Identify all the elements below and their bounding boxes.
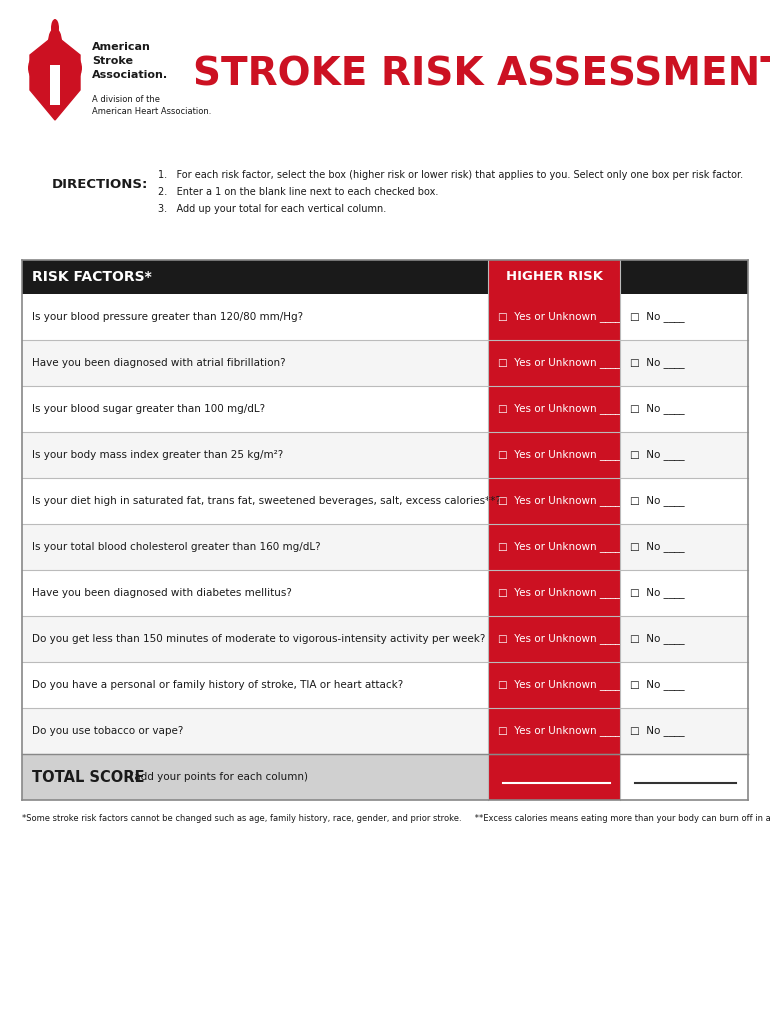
Text: Is your body mass index greater than 25 kg/m²?: Is your body mass index greater than 25 … bbox=[32, 450, 283, 460]
Bar bbox=[22, 754, 488, 800]
Bar bbox=[488, 754, 620, 800]
Text: 3.   Add up your total for each vertical column.: 3. Add up your total for each vertical c… bbox=[158, 204, 387, 214]
Bar bbox=[22, 616, 748, 662]
Text: □  Yes or Unknown ____: □ Yes or Unknown ____ bbox=[498, 588, 621, 598]
Text: STROKE RISK ASSESSMENT: STROKE RISK ASSESSMENT bbox=[193, 56, 770, 94]
Bar bbox=[488, 294, 620, 340]
Bar bbox=[488, 524, 620, 570]
Bar bbox=[22, 708, 748, 754]
Text: □  No ____: □ No ____ bbox=[630, 311, 685, 323]
Ellipse shape bbox=[28, 52, 56, 84]
Text: □  No ____: □ No ____ bbox=[630, 588, 685, 598]
Bar bbox=[22, 386, 748, 432]
Text: □  No ____: □ No ____ bbox=[630, 403, 685, 415]
Text: □  Yes or Unknown ____: □ Yes or Unknown ____ bbox=[498, 311, 621, 323]
Bar bbox=[488, 386, 620, 432]
Bar bbox=[22, 260, 748, 294]
Bar bbox=[22, 340, 748, 386]
Ellipse shape bbox=[48, 28, 62, 56]
Text: (add your points for each column): (add your points for each column) bbox=[127, 772, 308, 782]
Text: Have you been diagnosed with atrial fibrillation?: Have you been diagnosed with atrial fibr… bbox=[32, 358, 286, 368]
Ellipse shape bbox=[54, 52, 82, 84]
Bar bbox=[50, 65, 60, 105]
Bar bbox=[22, 294, 748, 340]
Text: □  Yes or Unknown ____: □ Yes or Unknown ____ bbox=[498, 634, 621, 644]
Text: □  No ____: □ No ____ bbox=[630, 726, 685, 736]
Text: Is your total blood cholesterol greater than 160 mg/dL?: Is your total blood cholesterol greater … bbox=[32, 542, 320, 552]
Bar bbox=[22, 478, 748, 524]
Text: □  Yes or Unknown ____: □ Yes or Unknown ____ bbox=[498, 542, 621, 553]
Text: □  No ____: □ No ____ bbox=[630, 634, 685, 644]
Bar bbox=[22, 432, 748, 478]
Text: American
Stroke
Association.: American Stroke Association. bbox=[92, 42, 168, 80]
Bar bbox=[22, 570, 748, 616]
Bar bbox=[22, 662, 748, 708]
Bar bbox=[488, 662, 620, 708]
Polygon shape bbox=[30, 35, 80, 120]
Text: □  No ____: □ No ____ bbox=[630, 450, 685, 461]
Text: Do you have a personal or family history of stroke, TIA or heart attack?: Do you have a personal or family history… bbox=[32, 680, 403, 690]
Text: □  Yes or Unknown ____: □ Yes or Unknown ____ bbox=[498, 403, 621, 415]
Bar bbox=[488, 708, 620, 754]
Ellipse shape bbox=[51, 19, 59, 37]
Text: LOWER RISK: LOWER RISK bbox=[638, 270, 731, 284]
Bar bbox=[22, 524, 748, 570]
Text: 1.   For each risk factor, select the box (higher risk or lower risk) that appli: 1. For each risk factor, select the box … bbox=[158, 170, 743, 180]
Text: Is your diet high in saturated fat, trans fat, sweetened beverages, salt, excess: Is your diet high in saturated fat, tran… bbox=[32, 496, 500, 506]
Bar bbox=[488, 432, 620, 478]
Text: TOTAL SCORE: TOTAL SCORE bbox=[32, 769, 145, 784]
Text: RISK FACTORS*: RISK FACTORS* bbox=[32, 270, 152, 284]
Text: □  Yes or Unknown ____: □ Yes or Unknown ____ bbox=[498, 357, 621, 369]
Text: HIGHER RISK: HIGHER RISK bbox=[505, 270, 602, 284]
Text: Do you get less than 150 minutes of moderate to vigorous-intensity activity per : Do you get less than 150 minutes of mode… bbox=[32, 634, 485, 644]
Text: 2.   Enter a 1 on the blank line next to each checked box.: 2. Enter a 1 on the blank line next to e… bbox=[158, 187, 438, 197]
Text: □  Yes or Unknown ____: □ Yes or Unknown ____ bbox=[498, 450, 621, 461]
Text: □  No ____: □ No ____ bbox=[630, 542, 685, 553]
Text: Is your blood sugar greater than 100 mg/dL?: Is your blood sugar greater than 100 mg/… bbox=[32, 404, 265, 414]
Text: DIRECTIONS:: DIRECTIONS: bbox=[52, 178, 148, 191]
Bar bbox=[620, 754, 748, 800]
Bar bbox=[488, 616, 620, 662]
Text: □  Yes or Unknown ____: □ Yes or Unknown ____ bbox=[498, 496, 621, 507]
Bar bbox=[488, 478, 620, 524]
Text: *Some stroke risk factors cannot be changed such as age, family history, race, g: *Some stroke risk factors cannot be chan… bbox=[22, 814, 770, 823]
Text: □  Yes or Unknown ____: □ Yes or Unknown ____ bbox=[498, 726, 621, 736]
Text: □  No ____: □ No ____ bbox=[630, 496, 685, 507]
Bar bbox=[488, 570, 620, 616]
Bar bbox=[488, 340, 620, 386]
Text: □  Yes or Unknown ____: □ Yes or Unknown ____ bbox=[498, 680, 621, 690]
Text: Have you been diagnosed with diabetes mellitus?: Have you been diagnosed with diabetes me… bbox=[32, 588, 292, 598]
Text: □  No ____: □ No ____ bbox=[630, 357, 685, 369]
Text: □  No ____: □ No ____ bbox=[630, 680, 685, 690]
Text: Do you use tobacco or vape?: Do you use tobacco or vape? bbox=[32, 726, 183, 736]
Text: A division of the
American Heart Association.: A division of the American Heart Associa… bbox=[92, 95, 212, 117]
Text: Is your blood pressure greater than 120/80 mm/Hg?: Is your blood pressure greater than 120/… bbox=[32, 312, 303, 322]
Bar bbox=[488, 260, 620, 294]
Polygon shape bbox=[30, 68, 80, 110]
